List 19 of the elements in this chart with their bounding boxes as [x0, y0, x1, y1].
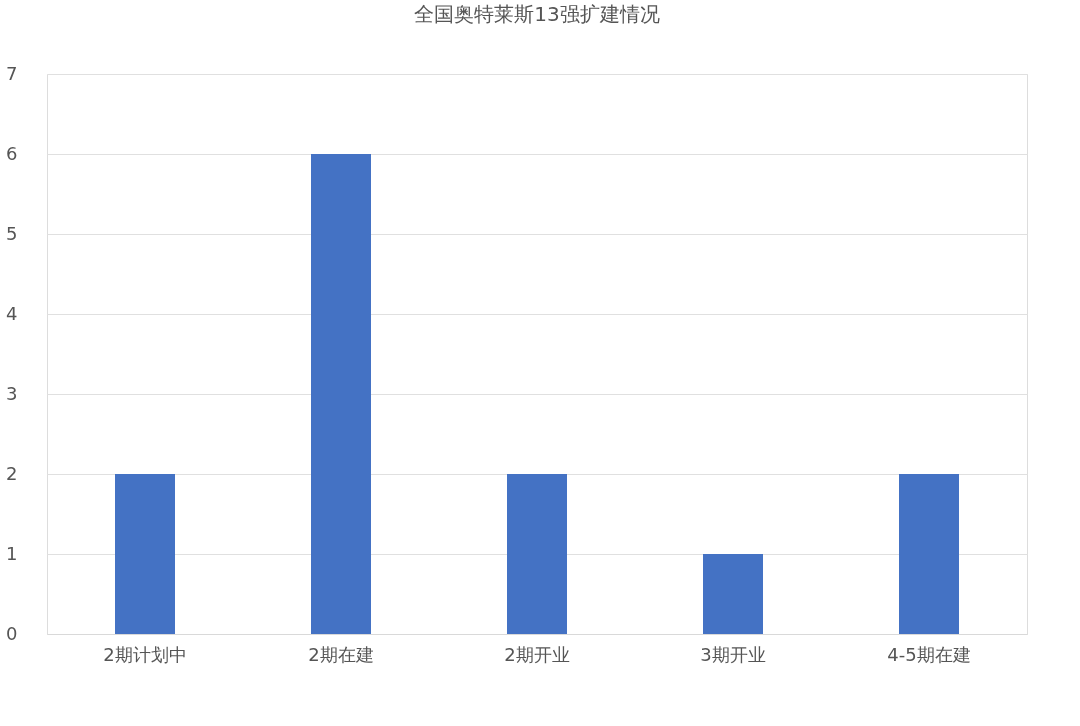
x-tick-label: 2期开业: [504, 643, 570, 665]
bar: [311, 154, 371, 634]
bar: [115, 474, 175, 634]
chart-title: 全国奥特莱斯13强扩建情况: [414, 2, 660, 26]
y-tick-label: 1: [6, 542, 18, 564]
bar: [703, 554, 763, 634]
y-tick-label: 6: [6, 142, 18, 164]
x-tick-label: 2期在建: [308, 643, 374, 665]
bar: [899, 474, 959, 634]
bar: [507, 474, 567, 634]
x-tick-label: 3期开业: [700, 643, 766, 665]
y-tick-label: 7: [6, 62, 18, 84]
y-tick-label: 5: [6, 222, 18, 244]
y-tick-label: 4: [6, 302, 18, 324]
y-tick-label: 2: [6, 462, 18, 484]
y-tick-label: 0: [6, 622, 18, 644]
x-tick-label: 2期计划中: [103, 643, 187, 665]
y-tick-label: 3: [6, 382, 18, 404]
x-tick-label: 4-5期在建: [887, 643, 971, 665]
